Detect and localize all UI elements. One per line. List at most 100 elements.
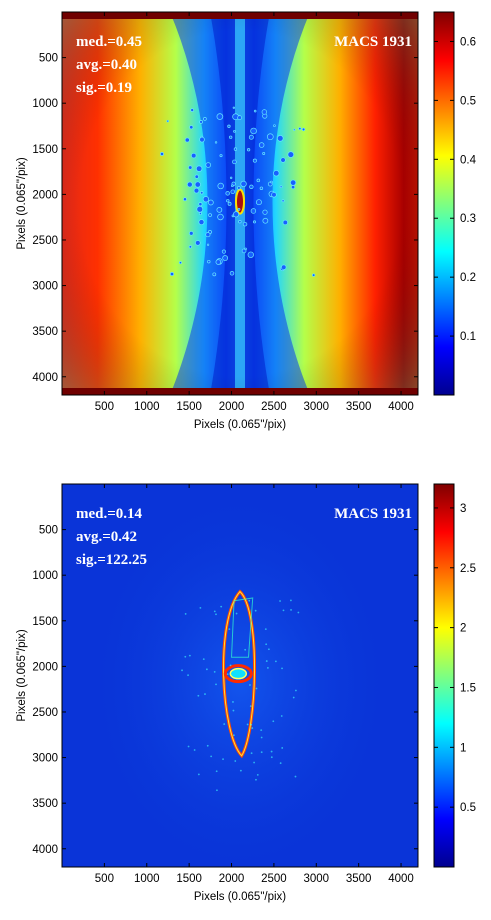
speckle	[210, 755, 213, 758]
stat-annotation: med.=0.14	[76, 506, 143, 522]
speckle	[256, 773, 259, 776]
x-tick-label: 4000	[388, 873, 414, 885]
colorbar-tick-label: 2.5	[460, 563, 476, 575]
speckle	[251, 727, 254, 729]
galaxy-mask-spot	[189, 231, 194, 236]
x-tick-label: 3000	[303, 873, 329, 885]
galaxy-mask-spot	[250, 208, 257, 214]
speckle	[282, 609, 285, 612]
speckle	[246, 723, 249, 726]
galaxy-mask-spot	[207, 259, 211, 264]
cluster-name: MACS 1931	[334, 34, 412, 50]
galaxy-mask-spot	[244, 247, 247, 251]
speckle	[220, 605, 223, 608]
galaxy-mask-spot	[188, 245, 192, 249]
galaxy-mask-spot	[207, 199, 214, 206]
x-axis-label: Pixels (0.065"/pix)	[194, 891, 286, 903]
galaxy-mask-spot	[212, 272, 217, 277]
speckle	[232, 734, 235, 737]
galaxy-mask-spot	[200, 191, 204, 195]
galaxy-mask-spot	[214, 141, 218, 144]
galaxy-mask-spot	[166, 119, 170, 123]
y-tick-label: 4000	[32, 372, 58, 384]
speckle	[267, 648, 270, 651]
stat-annotation: sig.=122.25	[76, 552, 147, 568]
galaxy-mask-spot	[291, 185, 296, 190]
y-tick-label: 3500	[32, 798, 58, 810]
galaxy-mask-spot	[199, 120, 203, 124]
speckle	[253, 761, 255, 764]
speckle	[255, 778, 257, 781]
galaxy-mask-spot	[290, 179, 297, 186]
speckle	[223, 723, 226, 725]
speckle	[279, 600, 281, 602]
speckle	[228, 628, 231, 630]
galaxy-mask-spot	[196, 205, 204, 213]
galaxy-mask-spot	[252, 158, 257, 163]
galaxy-mask-spot	[227, 124, 231, 128]
galaxy-mask-spot	[261, 109, 268, 115]
galaxy-mask-spot	[249, 184, 254, 189]
speckle	[205, 668, 208, 671]
galaxy-mask-spot	[262, 152, 266, 155]
speckle	[234, 760, 237, 762]
galaxy-mask-spot	[230, 189, 236, 195]
speckle	[250, 723, 253, 726]
colorbar-tick-label: 0.4	[460, 154, 477, 166]
galaxy-mask-spot	[237, 115, 242, 120]
speckle	[280, 715, 283, 717]
y-tick-label: 2000	[32, 661, 58, 673]
galaxy-mask-spot	[262, 209, 268, 215]
galaxy-mask-spot	[216, 113, 224, 120]
galaxy-mask-spot	[205, 162, 212, 168]
y-tick-label: 4000	[32, 844, 58, 856]
x-tick-label: 4000	[388, 401, 414, 413]
speckle	[292, 696, 295, 699]
y-tick-label: 1500	[32, 616, 58, 628]
speckle	[215, 770, 218, 773]
speckle	[249, 705, 252, 708]
galaxy-mask-spot	[301, 127, 306, 132]
galaxy-mask-spot	[225, 191, 230, 196]
colorbar-tick-label: 1.5	[460, 682, 476, 694]
colorbar-tick-label: 0.5	[460, 95, 476, 107]
galaxy-mask-spot	[208, 213, 212, 217]
galaxy-mask-spot	[236, 186, 241, 190]
galaxy-mask-spot	[188, 165, 193, 170]
galaxy-mask-spot	[217, 182, 224, 190]
galaxy-mask-spot	[215, 259, 222, 265]
galaxy-mask-spot	[247, 251, 254, 258]
galaxy-mask-spot	[276, 134, 284, 142]
y-tick-label: 2000	[32, 189, 58, 201]
galaxy-mask-spot	[184, 137, 190, 143]
galaxy-mask-spot	[195, 165, 203, 172]
heatmap-glow	[90, 491, 390, 867]
galaxy-mask-spot	[258, 142, 265, 148]
galaxy-mask-spot	[248, 134, 254, 140]
speckle	[229, 664, 232, 667]
x-tick-label: 3500	[346, 873, 372, 885]
speckle	[197, 773, 200, 776]
stat-annotation: avg.=0.40	[76, 57, 137, 73]
galaxy-mask-spot	[273, 170, 280, 177]
y-axis-label: Pixels (0.065"/pix)	[16, 629, 28, 721]
galaxy-mask-spot	[198, 219, 205, 226]
galaxy-mask-spot	[229, 176, 233, 180]
galaxy-mask-spot	[280, 157, 286, 163]
galaxy-mask-spot	[226, 199, 230, 203]
galaxy-mask-spot	[203, 117, 207, 121]
galaxy-mask-spot	[206, 243, 210, 246]
colorbar-tick-label: 0.3	[460, 213, 476, 225]
galaxy-mask-spot	[238, 219, 242, 224]
galaxy-mask-spot	[271, 192, 277, 198]
speckle	[270, 756, 273, 759]
galaxy-mask-spot	[231, 184, 234, 188]
x-tick-label: 1500	[176, 401, 202, 413]
x-tick-label: 1500	[176, 873, 202, 885]
colorbar: 0.5 1 1.5 2 2.5 3	[433, 483, 476, 868]
y-tick-label: 2500	[32, 235, 58, 247]
speckle	[199, 606, 202, 609]
speckle	[213, 670, 216, 673]
speckle	[206, 744, 209, 747]
